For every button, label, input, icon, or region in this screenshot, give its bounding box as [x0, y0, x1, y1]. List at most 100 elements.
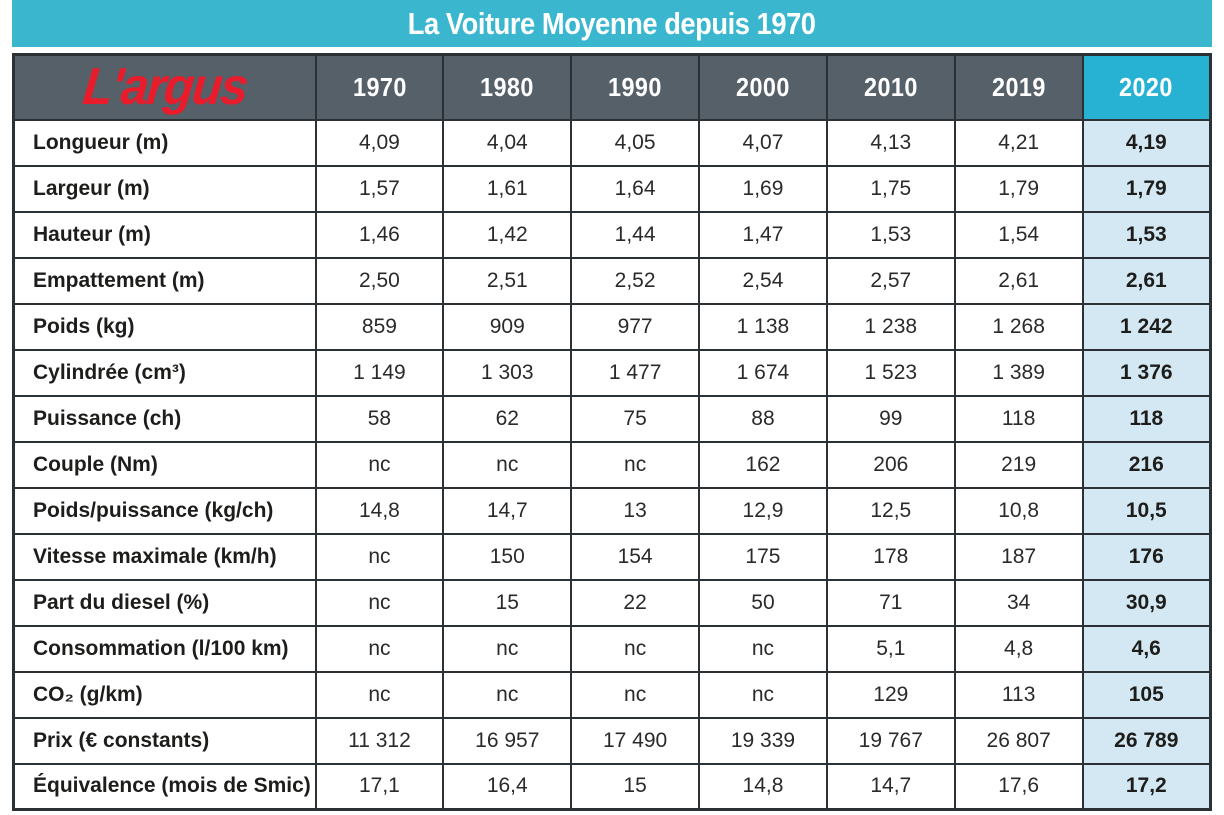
- cell: 1,79: [1081, 164, 1212, 213]
- largus-logo: L'argus: [80, 58, 250, 117]
- col-header-label: 1970: [352, 71, 407, 102]
- row-label: Prix (€ constants): [12, 716, 317, 765]
- table-body: Longueur (m) 4,09 4,04 4,05 4,07 4,13 4,21 4,19…: [12, 118, 1212, 811]
- col-header-2020: 2020: [1081, 53, 1212, 121]
- col-header-label: 1990: [608, 71, 663, 102]
- table-row: Couple (Nm) nc nc nc 162 206 219 216: [12, 440, 1212, 489]
- row-label: Puissance (ch): [12, 394, 317, 443]
- col-header-1980: 1980: [442, 53, 573, 121]
- cell: 1 389: [953, 348, 1084, 397]
- cell: 1 303: [442, 348, 573, 397]
- cell: 178: [825, 532, 956, 581]
- cell: 1,53: [1081, 210, 1212, 259]
- cell: 118: [953, 394, 1084, 443]
- cell: 22: [570, 578, 701, 627]
- cell: 16,4: [442, 762, 573, 811]
- cell: 1,42: [442, 210, 573, 259]
- cell: 1 242: [1081, 302, 1212, 351]
- cell: 14,7: [825, 762, 956, 811]
- cell: 15: [442, 578, 573, 627]
- cell: 977: [570, 302, 701, 351]
- cell: nc: [314, 578, 445, 627]
- cell: 1 523: [825, 348, 956, 397]
- cell: 187: [953, 532, 1084, 581]
- cell: 4,21: [953, 118, 1084, 167]
- table-row: Cylindrée (cm³) 1 149 1 303 1 477 1 674 1 523…: [12, 348, 1212, 397]
- row-label: Empattement (m): [12, 256, 317, 305]
- row-label: CO₂ (g/km): [12, 670, 317, 719]
- cell: 4,8: [953, 624, 1084, 673]
- table-row: Poids/puissance (kg/ch) 14,8 14,7 13 12,9 12,…: [12, 486, 1212, 535]
- cell: 30,9: [1081, 578, 1212, 627]
- cell: nc: [698, 670, 828, 719]
- table-row: Part du diesel (%) nc 15 22 50 71 34 30,9: [12, 578, 1212, 627]
- cell: nc: [314, 670, 445, 719]
- cell: 1 477: [570, 348, 701, 397]
- cell: 2,57: [825, 256, 956, 305]
- cell: 10,8: [953, 486, 1084, 535]
- cell: 154: [570, 532, 701, 581]
- table-row: Puissance (ch) 58 62 75 88 99 118 118: [12, 394, 1212, 443]
- row-label: Couple (Nm): [12, 440, 317, 489]
- table-row: Empattement (m) 2,50 2,51 2,52 2,54 2,57 2,61 2…: [12, 256, 1212, 305]
- cell: 4,19: [1081, 118, 1212, 167]
- cell: nc: [570, 624, 701, 673]
- table-row: Équivalence (mois de Smic) 17,1 16,4 15 14,8…: [12, 762, 1212, 811]
- row-label: Consommation (l/100 km): [12, 624, 317, 673]
- cell: 13: [570, 486, 701, 535]
- cell: 219: [953, 440, 1084, 489]
- row-label: Poids/puissance (kg/ch): [12, 486, 317, 535]
- cell: 4,05: [570, 118, 701, 167]
- cell: 1,64: [570, 164, 701, 213]
- cell: nc: [442, 440, 573, 489]
- page-title: La Voiture Moyenne depuis 1970: [408, 6, 816, 41]
- table-row: Longueur (m) 4,09 4,04 4,05 4,07 4,13 4,21 4,19: [12, 118, 1212, 167]
- cell: 2,54: [698, 256, 828, 305]
- cell: 113: [953, 670, 1084, 719]
- cell: 75: [570, 394, 701, 443]
- cell: 17 490: [570, 716, 701, 765]
- cell: 14,7: [442, 486, 573, 535]
- cell: 1 376: [1081, 348, 1212, 397]
- cell: nc: [314, 440, 445, 489]
- cell: 176: [1081, 532, 1212, 581]
- cell: 1 138: [698, 302, 828, 351]
- row-label: Part du diesel (%): [12, 578, 317, 627]
- cell: 19 339: [698, 716, 828, 765]
- table-row: Largeur (m) 1,57 1,61 1,64 1,69 1,75 1,79 1,79: [12, 164, 1212, 213]
- cell: 1 149: [314, 348, 445, 397]
- cell: 1 674: [698, 348, 828, 397]
- cell: 216: [1081, 440, 1212, 489]
- cell: 1,44: [570, 210, 701, 259]
- row-label: Cylindrée (cm³): [12, 348, 317, 397]
- cell: 859: [314, 302, 445, 351]
- cell: 71: [825, 578, 956, 627]
- cell: 1 268: [953, 302, 1084, 351]
- col-header-2010: 2010: [825, 53, 956, 121]
- row-label: Longueur (m): [12, 118, 317, 167]
- cell: 14,8: [314, 486, 445, 535]
- col-header-label: 2019: [991, 71, 1046, 102]
- cell: 909: [442, 302, 573, 351]
- cell: 1,61: [442, 164, 573, 213]
- cell: 16 957: [442, 716, 573, 765]
- cell: 1,79: [953, 164, 1084, 213]
- cell: 99: [825, 394, 956, 443]
- logo-cell: L'argus: [12, 53, 317, 121]
- cell: 1,69: [698, 164, 828, 213]
- cell: 34: [953, 578, 1084, 627]
- col-header-label: 2000: [736, 71, 790, 102]
- cell: 15: [570, 762, 701, 811]
- cell: 1 238: [825, 302, 956, 351]
- cell: 2,61: [1081, 256, 1212, 305]
- table-row: Poids (kg) 859 909 977 1 138 1 238 1 268 1 242: [12, 302, 1212, 351]
- cell: 2,61: [953, 256, 1084, 305]
- cell: 150: [442, 532, 573, 581]
- cell: 4,04: [442, 118, 573, 167]
- col-header-label: 2020: [1119, 71, 1174, 102]
- row-label: Poids (kg): [12, 302, 317, 351]
- cell: 1,47: [698, 210, 828, 259]
- cell: 26 789: [1081, 716, 1212, 765]
- cell: 12,5: [825, 486, 956, 535]
- cell: 11 312: [314, 716, 445, 765]
